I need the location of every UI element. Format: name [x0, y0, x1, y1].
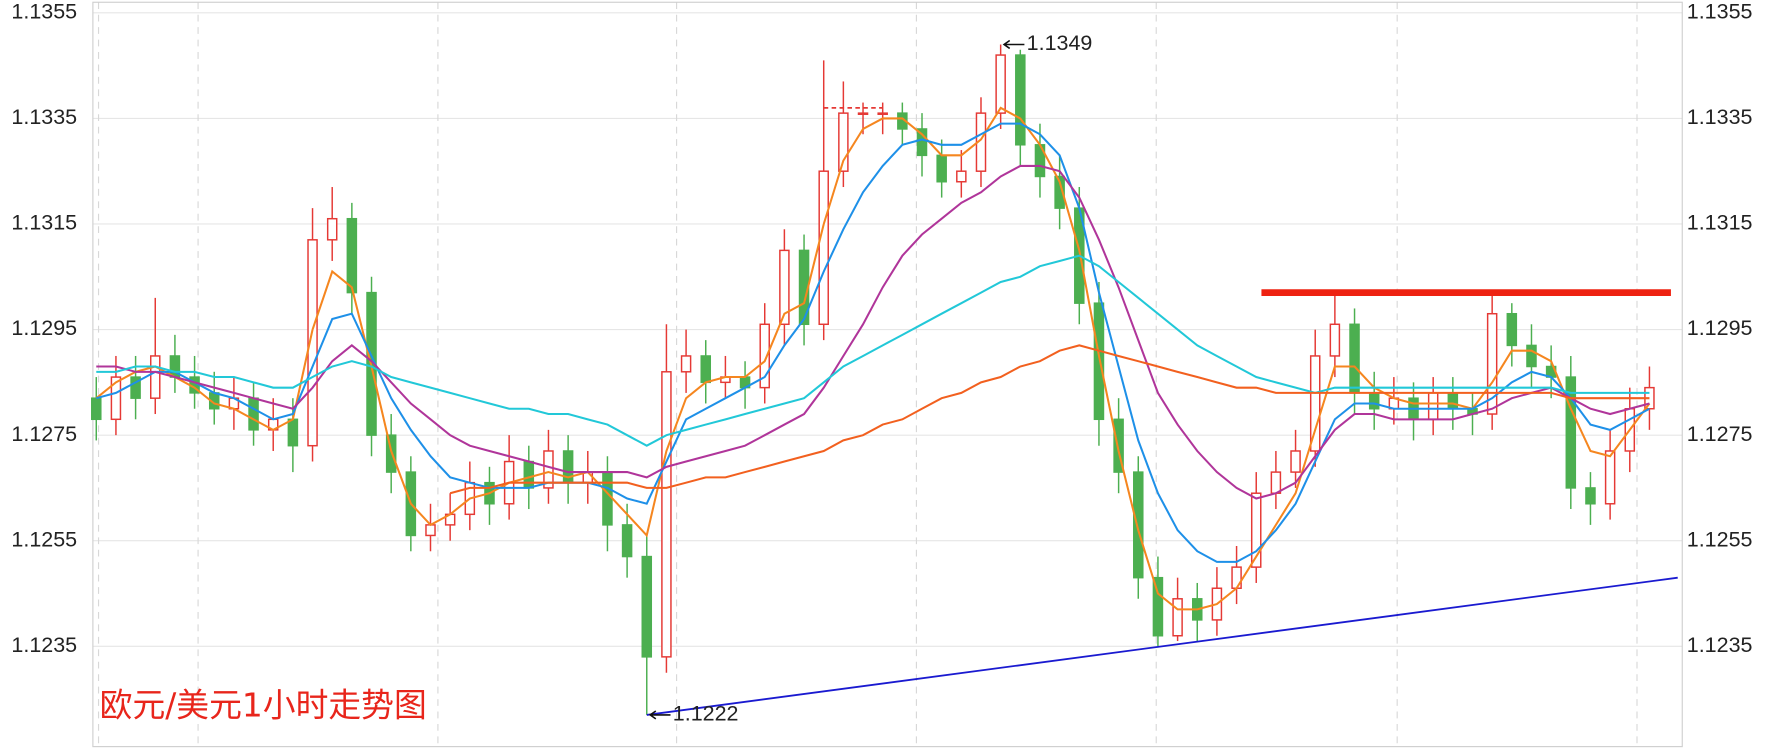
- y-tick-label: 1.1255: [11, 527, 77, 551]
- candle-body: [1447, 392, 1459, 410]
- candle-body: [1152, 576, 1164, 637]
- annotation-label: 1.1222: [673, 702, 739, 726]
- candle-body: [149, 355, 161, 399]
- annotation-label: 1.1349: [1027, 31, 1093, 55]
- trend-line: [646, 576, 1678, 716]
- y2-tick-label: 1.1335: [1687, 105, 1753, 129]
- candle-body: [621, 524, 633, 558]
- y-tick-label: 1.1355: [11, 0, 77, 23]
- candle-body: [1506, 312, 1518, 347]
- y2-tick-label: 1.1315: [1687, 211, 1753, 235]
- candle-body: [1309, 355, 1321, 452]
- candle-body: [425, 524, 436, 537]
- candle-body: [1270, 471, 1282, 494]
- candle-body: [641, 555, 653, 658]
- moving-average-line: [96, 164, 1650, 500]
- candle-body: [916, 128, 928, 157]
- candle-body: [602, 471, 613, 526]
- candle-body: [1250, 492, 1262, 568]
- candle-body: [248, 397, 259, 431]
- y2-tick-label: 1.1275: [1687, 422, 1753, 446]
- candle-body: [1113, 418, 1124, 473]
- candle-body: [857, 112, 869, 115]
- candle-body: [1290, 450, 1301, 473]
- candle-body: [818, 170, 829, 326]
- candle-body: [543, 450, 554, 489]
- candle-body: [1054, 175, 1065, 209]
- candle-body: [307, 239, 318, 447]
- candle-body: [91, 397, 102, 421]
- candle-body: [1585, 487, 1596, 505]
- candle-body: [326, 217, 338, 241]
- y-tick-label: 1.1295: [11, 316, 77, 340]
- candle-body: [1349, 323, 1360, 394]
- candle-body: [759, 323, 770, 389]
- candle-body: [680, 355, 692, 373]
- candle-body: [1565, 376, 1577, 489]
- candle-body: [1329, 323, 1341, 357]
- candle-body: [936, 154, 947, 183]
- candle-body: [838, 112, 849, 172]
- moving-average-line: [96, 122, 1650, 563]
- annotation-arrow: [1002, 39, 1025, 50]
- marks: 1.1349 1.1222: [91, 31, 1678, 726]
- candle-body: [1368, 392, 1380, 410]
- candle-body: [1015, 54, 1026, 146]
- moving-average-line: [95, 106, 1651, 611]
- candle-body: [1526, 344, 1537, 368]
- candle-body: [1427, 392, 1439, 421]
- chart-title: 欧元/美元1小时走势图: [100, 687, 427, 725]
- candle-body: [956, 170, 967, 183]
- y-tick-label: 1.1315: [11, 211, 77, 235]
- candle-body: [1486, 312, 1498, 415]
- y-tick-label: 1.1235: [11, 633, 77, 657]
- candle-body: [110, 376, 122, 421]
- candle-body: [995, 54, 1006, 114]
- annotation-arrow: [648, 710, 671, 720]
- candle-body: [1133, 471, 1144, 579]
- y2-tick-label: 1.1235: [1687, 633, 1753, 657]
- candle-body: [1093, 302, 1105, 421]
- candle-body: [779, 249, 790, 326]
- plot-frame: [92, 1, 1683, 748]
- y2-tick-label: 1.1295: [1687, 316, 1753, 340]
- y-tick-label: 1.1275: [11, 422, 77, 446]
- candle-body: [523, 460, 535, 489]
- candle-body: [130, 376, 141, 399]
- candle-body: [877, 112, 888, 115]
- moving-average-line: [96, 254, 1650, 447]
- moving-average-line: [449, 344, 1650, 495]
- y-tick-label: 1.1335: [11, 105, 77, 129]
- candle-body: [1231, 566, 1242, 589]
- candle-body: [661, 371, 672, 658]
- candle-body: [287, 418, 299, 447]
- candle-body: [1604, 450, 1616, 505]
- candle-body: [1172, 598, 1183, 637]
- y2-tick-label: 1.1255: [1687, 527, 1753, 551]
- y2-tick-label: 1.1355: [1687, 0, 1753, 23]
- candle-body: [346, 217, 358, 294]
- candle-body: [700, 355, 712, 384]
